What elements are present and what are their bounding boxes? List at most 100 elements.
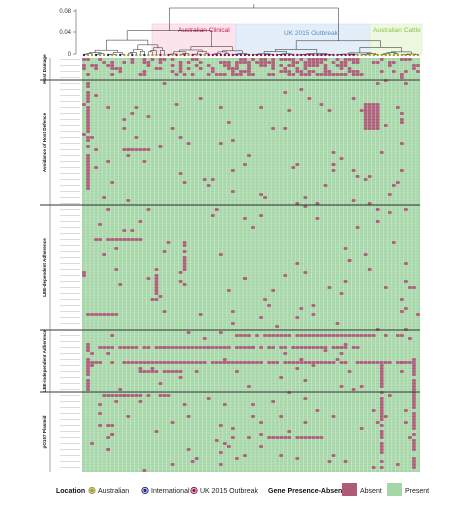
absent-cell — [114, 67, 119, 70]
absent-cell — [295, 70, 300, 73]
absent-cell — [182, 256, 187, 259]
legend-gene-label: Absent — [360, 488, 382, 495]
absent-cell — [359, 73, 364, 76]
absent-cell — [339, 292, 344, 295]
tree-tip-marker — [356, 53, 359, 57]
absent-cell — [251, 58, 255, 61]
absent-cell — [166, 370, 171, 373]
absent-cell — [387, 394, 392, 397]
absent-cell — [287, 361, 292, 364]
absent-cell — [106, 160, 111, 163]
absent-cell — [86, 85, 90, 88]
absent-cell — [98, 58, 102, 61]
absent-cell — [343, 280, 348, 283]
absent-cell — [255, 61, 259, 64]
absent-cell — [118, 394, 123, 397]
absent-cell — [383, 286, 388, 289]
absent-cell — [222, 61, 227, 64]
absent-cell — [400, 169, 404, 172]
absent-cell — [363, 115, 368, 118]
tree-tip-marker — [195, 53, 198, 57]
absent-cell — [307, 361, 312, 364]
absent-cell — [271, 346, 275, 349]
absent-cell — [299, 70, 304, 73]
absent-cell — [82, 274, 86, 277]
absent-cell — [190, 58, 195, 61]
tree-tip-marker — [90, 53, 94, 57]
absent-cell — [86, 367, 90, 370]
absent-cell — [279, 436, 284, 439]
absent-cell — [319, 58, 324, 61]
absent-cell — [154, 274, 159, 277]
absent-cell — [291, 346, 296, 349]
tree-tip-marker — [167, 53, 170, 57]
absent-cell — [259, 61, 263, 64]
tree-tip-marker — [143, 53, 146, 57]
absent-cell — [235, 73, 239, 76]
absent-cell — [94, 166, 98, 169]
absent-cell — [307, 70, 312, 73]
absent-cell — [82, 271, 86, 274]
absent-cell — [367, 109, 372, 112]
absent-cell — [110, 394, 115, 397]
absent-cell — [259, 58, 263, 61]
tree-tip-marker — [247, 53, 251, 57]
absent-cell — [94, 148, 98, 151]
absent-cell — [194, 457, 199, 460]
absent-cell — [383, 361, 388, 364]
absent-cell — [202, 178, 207, 181]
absent-cell — [279, 334, 284, 337]
absent-cell — [363, 121, 368, 124]
absent-cell — [331, 151, 336, 154]
tree-tip-marker — [284, 53, 287, 57]
absent-cell — [235, 370, 239, 373]
absent-cell — [86, 124, 90, 127]
tree-tip-marker — [408, 53, 412, 57]
absent-cell — [86, 145, 90, 148]
absent-cell — [162, 361, 167, 364]
absent-cell — [218, 61, 223, 64]
absent-cell — [271, 61, 275, 64]
tree-tip-marker — [320, 53, 323, 57]
absent-cell — [287, 334, 292, 337]
absent-cell — [311, 364, 316, 367]
tree-tip-marker — [255, 53, 259, 57]
absent-cell — [158, 58, 163, 61]
tree-tip-marker — [416, 53, 420, 57]
absent-cell — [86, 169, 90, 172]
absent-cell — [315, 202, 320, 205]
absent-cell — [222, 361, 227, 364]
absent-cell — [210, 214, 215, 217]
absent-cell — [114, 247, 119, 250]
absent-cell — [130, 346, 135, 349]
category-label: pO157 Plasmid — [42, 415, 47, 448]
absent-cell — [174, 73, 179, 76]
absent-cell — [86, 106, 90, 109]
absent-cell — [146, 148, 151, 151]
absent-cell — [231, 73, 235, 76]
absent-cell — [130, 148, 135, 151]
absent-cell — [106, 394, 111, 397]
absent-cell — [408, 361, 412, 364]
absent-cell — [367, 106, 372, 109]
absent-cell — [214, 361, 219, 364]
absent-cell — [291, 58, 296, 61]
absent-cell — [412, 382, 416, 385]
absent-cell — [190, 460, 195, 463]
absent-cell — [138, 238, 143, 241]
absent-cell — [279, 58, 284, 61]
absent-cell — [170, 370, 175, 373]
absent-cell — [174, 103, 179, 106]
absent-cell — [251, 226, 255, 229]
absent-cell — [162, 58, 167, 61]
absent-cell — [335, 346, 340, 349]
absent-cell — [319, 436, 324, 439]
absent-cell — [182, 244, 187, 247]
tree-tip-marker — [368, 53, 371, 57]
absent-cell — [86, 388, 90, 391]
absent-cell — [134, 361, 139, 364]
absent-cell — [400, 118, 404, 121]
absent-cell — [379, 406, 384, 409]
absent-cell — [307, 97, 312, 100]
absent-cell — [227, 289, 231, 292]
